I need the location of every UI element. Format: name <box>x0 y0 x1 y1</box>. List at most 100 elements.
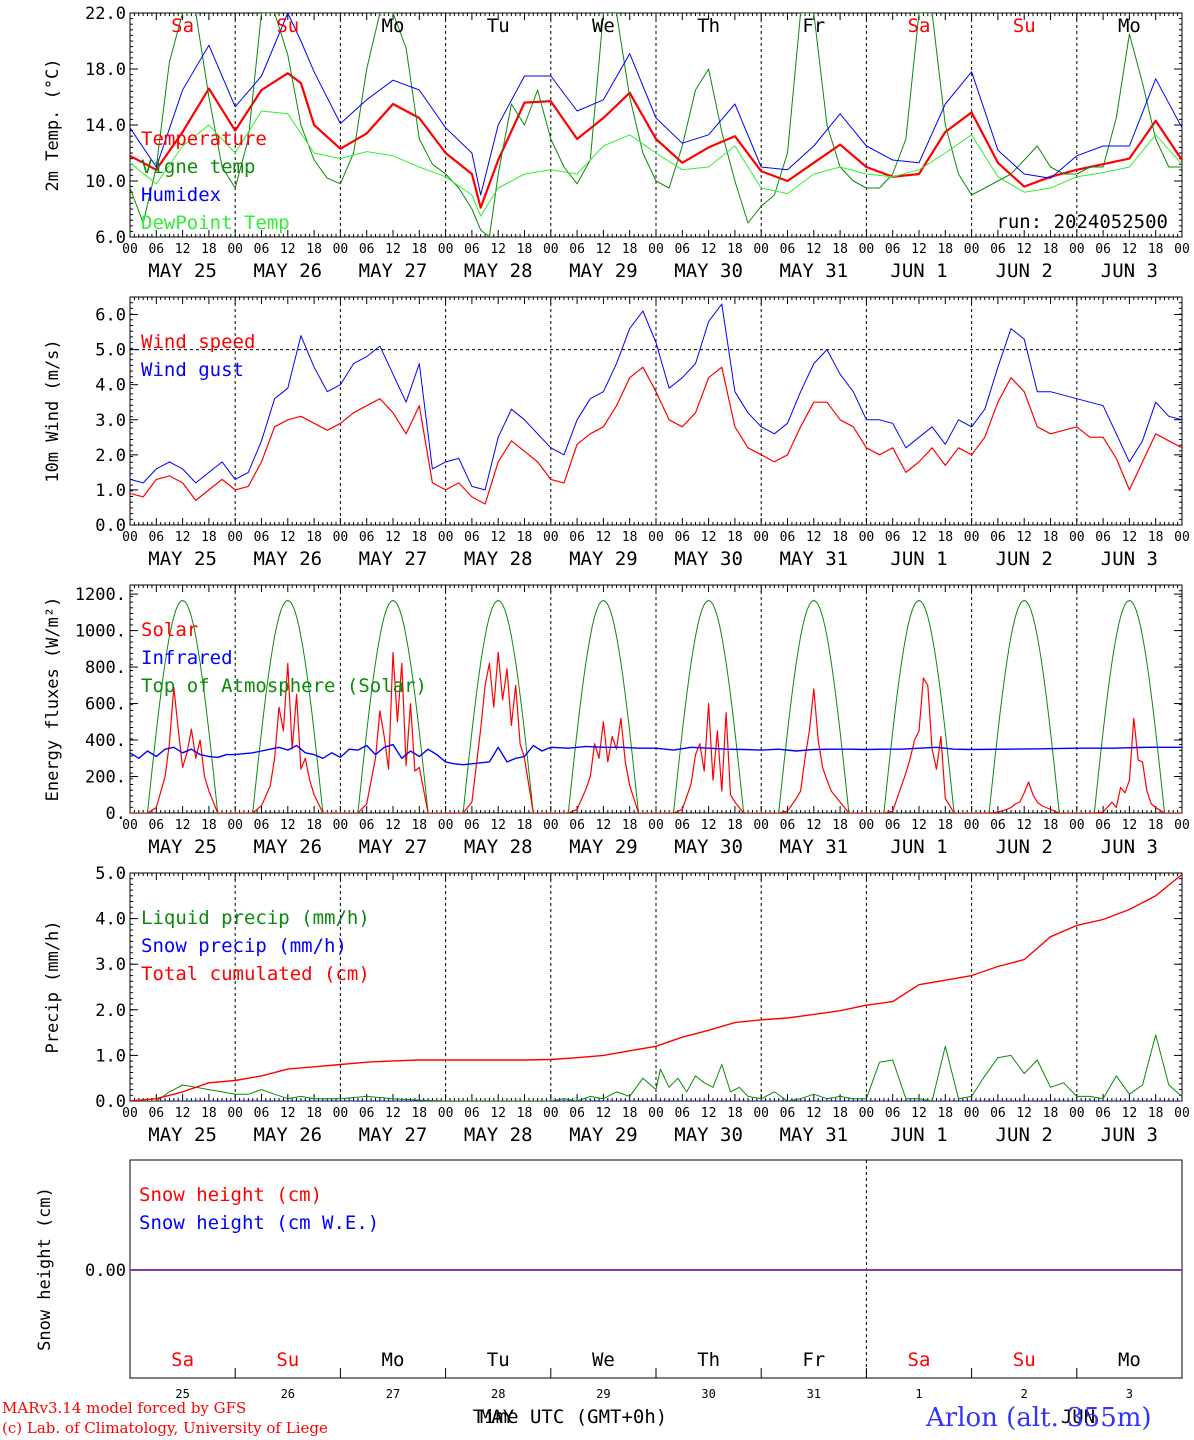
hour-tick-label: 06 <box>885 242 901 257</box>
station-label: Arlon (alt. 355m) <box>926 1403 1152 1433</box>
hour-tick-label: 06 <box>569 530 585 545</box>
hour-tick-label: 06 <box>780 530 796 545</box>
hour-tick-label: 12 <box>175 1106 191 1121</box>
hour-tick-label: 00 <box>753 530 769 545</box>
series-line <box>130 72 1182 209</box>
hour-tick-label: 18 <box>622 818 638 833</box>
date-label: MAY 30 <box>674 260 743 282</box>
day-number: 27 <box>386 1387 400 1401</box>
solar-line <box>235 662 341 813</box>
hour-tick-label: 12 <box>1016 1106 1032 1121</box>
hour-tick-label: 00 <box>753 818 769 833</box>
hour-tick-label: 18 <box>201 242 217 257</box>
hour-tick-label: 12 <box>1122 818 1138 833</box>
hour-tick-label: 00 <box>964 818 980 833</box>
weekday-label: Th <box>697 15 720 37</box>
hour-tick-label: 12 <box>911 1106 927 1121</box>
solar-line <box>1076 717 1182 813</box>
date-label: MAY 25 <box>148 1124 217 1146</box>
hour-tick-label: 18 <box>832 530 848 545</box>
weekday-label: Fr <box>802 1349 825 1371</box>
hour-tick-label: 06 <box>148 530 164 545</box>
hour-tick-label: 18 <box>727 242 743 257</box>
hour-tick-label: 18 <box>622 530 638 545</box>
y-tick-label: 2.0 <box>95 446 126 466</box>
hour-tick-label: 00 <box>1069 242 1085 257</box>
weekday-label: Sa <box>171 1349 194 1371</box>
hour-tick-label: 18 <box>937 530 953 545</box>
hour-tick-label: 18 <box>832 1106 848 1121</box>
date-label: MAY 27 <box>359 1124 428 1146</box>
hour-tick-label: 18 <box>622 1106 638 1121</box>
solar-line <box>130 686 236 813</box>
day-number: 2 <box>1021 1387 1028 1401</box>
hour-tick-label: 18 <box>306 530 322 545</box>
hour-tick-label: 00 <box>1174 530 1190 545</box>
y-tick-label: 6.0 <box>95 306 126 326</box>
legend-entry: Vigne temp <box>141 156 255 178</box>
hour-tick-label: 00 <box>543 1106 559 1121</box>
hour-tick-label: 18 <box>1148 818 1164 833</box>
y-tick-label: 200. <box>85 768 126 788</box>
hour-tick-label: 18 <box>411 242 427 257</box>
hour-tick-label: 12 <box>280 242 296 257</box>
toa-solar-line <box>971 600 1077 813</box>
hour-tick-label: 00 <box>122 242 138 257</box>
day-number: 3 <box>1126 1387 1133 1401</box>
hour-tick-label: 12 <box>806 530 822 545</box>
hour-tick-label: 06 <box>148 818 164 833</box>
y-tick-label: 0.00 <box>85 1261 126 1281</box>
legend-entry: DewPoint Temp <box>141 212 290 234</box>
hour-tick-label: 06 <box>464 242 480 257</box>
hour-tick-label: 06 <box>1095 530 1111 545</box>
legend-entry: Liquid precip (mm/h) <box>141 907 370 929</box>
hour-tick-label: 18 <box>306 1106 322 1121</box>
legend-entry: Total cumulated (cm) <box>141 963 370 985</box>
date-label: JUN 3 <box>1101 548 1158 570</box>
date-label: JUN 2 <box>996 1124 1053 1146</box>
legend-entry: Humidex <box>141 184 221 206</box>
lab-credit: (c) Lab. of Climatology, University of L… <box>2 1419 328 1437</box>
day-number: 28 <box>491 1387 505 1401</box>
hour-tick-label: 06 <box>674 530 690 545</box>
hour-tick-label: 06 <box>464 530 480 545</box>
date-label: MAY 25 <box>148 836 217 858</box>
hour-tick-label: 12 <box>385 242 401 257</box>
y-axis-label: Snow height (cm) <box>35 1187 55 1351</box>
hour-tick-label: 12 <box>1122 242 1138 257</box>
y-tick-label: 3.0 <box>95 411 126 431</box>
hour-tick-label: 00 <box>1069 1106 1085 1121</box>
hour-tick-label: 06 <box>990 242 1006 257</box>
panel-1: 00 06 12 18 00 06 12 18 00 06 12 18 00 06 12 18 00 06 12 18… <box>43 4 1190 282</box>
infrared-line <box>130 743 1182 766</box>
hour-tick-label: 18 <box>411 818 427 833</box>
hour-tick-label: 12 <box>806 1106 822 1121</box>
hour-tick-label: 00 <box>438 1106 454 1121</box>
solar-line <box>866 677 972 813</box>
series-line <box>130 303 1182 491</box>
weekday-label: Sa <box>908 1349 931 1371</box>
hour-tick-label: 06 <box>990 1106 1006 1121</box>
hour-tick-label: 00 <box>543 242 559 257</box>
y-axis-label: 2m Temp. (°C) <box>43 58 63 191</box>
hour-tick-label: 00 <box>1069 818 1085 833</box>
hour-tick-label: 00 <box>648 818 664 833</box>
date-label: MAY 30 <box>674 1124 743 1146</box>
y-tick-label: 800. <box>85 658 126 678</box>
date-label: JUN 3 <box>1101 836 1158 858</box>
y-axis-label: Energy fluxes (W/m²) <box>43 597 63 802</box>
hour-tick-label: 06 <box>464 1106 480 1121</box>
legend-entry: Snow height (cm) <box>139 1184 322 1206</box>
date-label: MAY 26 <box>253 260 322 282</box>
hour-tick-label: 06 <box>148 1106 164 1121</box>
hour-tick-label: 00 <box>543 530 559 545</box>
day-number: 31 <box>807 1387 821 1401</box>
hour-tick-label: 18 <box>201 1106 217 1121</box>
y-tick-label: 2.0 <box>95 1001 126 1021</box>
hour-tick-label: 12 <box>596 242 612 257</box>
hour-tick-label: 06 <box>1095 818 1111 833</box>
hour-tick-label: 18 <box>1148 242 1164 257</box>
y-tick-label: 18.0 <box>85 60 126 80</box>
hour-tick-label: 00 <box>333 1106 349 1121</box>
